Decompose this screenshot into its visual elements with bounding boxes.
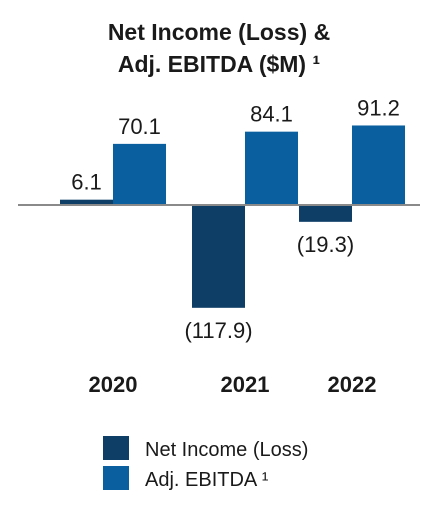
bar-adj-ebitda-2021	[245, 131, 298, 205]
legend-label-adj-ebitda: Adj. EBITDA ¹	[145, 469, 269, 491]
plot-area: 6.1 70.1 2020 (117.9) 84.1 2021 (19.3) 91.2 2022	[18, 95, 420, 397]
chart-title-line-2: Adj. EBITDA ($M) ¹	[118, 51, 320, 77]
bar-adj-ebitda-2022	[352, 125, 405, 205]
x-tick-label-2020: 2020	[89, 372, 138, 397]
data-label-adj-ebitda-2020: 70.1	[118, 114, 161, 139]
legend: Net Income (Loss) Adj. EBITDA ¹	[103, 436, 308, 491]
legend-swatch-net-income-loss	[103, 436, 129, 460]
data-label-net-income-loss-2021: (117.9)	[184, 318, 252, 343]
bar-adj-ebitda-2020	[113, 143, 166, 205]
data-label-net-income-loss-2022: (19.3)	[297, 232, 354, 257]
bar-net-income-loss-2021	[192, 205, 245, 308]
data-label-adj-ebitda-2021: 84.1	[250, 102, 293, 127]
bar-net-income-loss-2022	[299, 205, 352, 222]
legend-label-net-income-loss: Net Income (Loss)	[145, 439, 308, 461]
data-label-adj-ebitda-2022: 91.2	[357, 95, 400, 120]
x-tick-label-2022: 2022	[328, 372, 377, 397]
bar-net-income-loss-2020	[60, 199, 113, 205]
chart-title-line-1: Net Income (Loss) &	[108, 19, 330, 45]
data-label-net-income-loss-2020: 6.1	[71, 170, 102, 195]
x-tick-label-2021: 2021	[221, 372, 270, 397]
legend-swatch-adj-ebitda	[103, 466, 129, 490]
